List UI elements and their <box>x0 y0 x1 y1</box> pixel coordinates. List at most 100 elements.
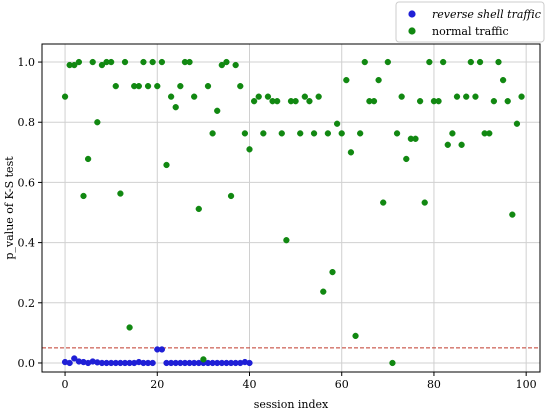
point-normal <box>440 58 447 66</box>
point-normal <box>61 93 69 100</box>
point-normal <box>98 61 106 69</box>
plot-frame <box>41 43 541 373</box>
point-normal <box>389 359 396 367</box>
point-normal <box>140 58 147 66</box>
point-normal <box>186 58 193 66</box>
point-normal <box>80 192 87 200</box>
point-normal <box>333 120 341 127</box>
point-normal <box>504 98 511 105</box>
point-normal <box>214 107 221 114</box>
point-normal <box>71 61 78 69</box>
y-tick-label: 0.0 <box>18 357 36 370</box>
point-normal <box>421 199 428 206</box>
x-tick-label: 20 <box>150 378 164 391</box>
x-tick-label: 100 <box>516 378 537 391</box>
point-normal <box>223 58 230 66</box>
point-reverse-shell <box>66 359 73 367</box>
legend-label-normal: normal traffic <box>432 25 509 38</box>
legend-label-reverse-shell: reverse shell traffic <box>432 8 541 21</box>
point-normal <box>232 61 239 69</box>
x-tick-label: 60 <box>335 378 349 391</box>
point-normal <box>75 58 83 66</box>
point-normal <box>435 98 442 105</box>
point-normal <box>315 93 322 100</box>
point-normal <box>264 93 272 100</box>
legend-marker-reverse-shell <box>408 10 416 18</box>
point-normal <box>241 130 249 137</box>
point-normal <box>195 205 202 213</box>
point-normal <box>495 58 502 66</box>
point-normal <box>167 93 175 100</box>
point-normal <box>338 130 345 137</box>
point-reverse-shell <box>149 359 156 367</box>
point-normal <box>375 76 382 84</box>
legend: reverse shell traffic normal traffic <box>395 1 545 43</box>
point-normal <box>384 58 391 66</box>
point-normal <box>518 93 525 100</box>
legend-marker-normal <box>408 27 416 35</box>
point-reverse-shell <box>71 355 78 362</box>
point-reverse-shell <box>246 359 253 367</box>
point-normal <box>158 58 166 66</box>
point-normal <box>467 58 474 66</box>
y-tick-label: 0.4 <box>18 237 36 250</box>
point-normal <box>260 130 267 137</box>
y-axis-title: p_value of K-S test <box>3 156 16 260</box>
point-normal <box>357 130 364 137</box>
point-normal <box>149 58 156 66</box>
point-normal <box>117 190 124 197</box>
point-normal <box>347 149 355 156</box>
point-normal <box>486 130 493 137</box>
point-normal <box>274 98 281 105</box>
y-tick-label: 0.8 <box>18 116 36 129</box>
point-normal <box>163 161 170 169</box>
point-reverse-shell <box>158 346 166 353</box>
point-normal <box>499 76 507 84</box>
point-normal <box>476 58 484 66</box>
point-normal <box>393 130 401 137</box>
point-normal <box>94 119 101 126</box>
point-normal <box>324 130 332 137</box>
point-normal <box>121 58 129 66</box>
point-normal <box>458 141 465 148</box>
point-normal <box>135 82 142 90</box>
point-normal <box>513 120 521 127</box>
point-normal <box>444 141 451 148</box>
point-normal <box>144 82 152 90</box>
point-normal <box>380 199 387 206</box>
grid-lines <box>42 44 540 372</box>
x-tick-label: 0 <box>62 378 69 391</box>
point-normal <box>255 93 262 100</box>
point-normal <box>209 130 216 137</box>
point-normal <box>301 93 308 100</box>
point-normal <box>398 93 405 100</box>
point-normal <box>370 98 378 105</box>
point-normal <box>191 93 198 100</box>
point-normal <box>352 332 359 340</box>
point-normal <box>449 130 456 137</box>
point-normal <box>237 82 244 90</box>
x-tick-label: 80 <box>427 378 441 391</box>
point-normal <box>250 98 258 105</box>
point-normal <box>108 58 115 66</box>
point-normal <box>126 324 133 331</box>
point-normal <box>509 211 516 218</box>
point-normal <box>278 130 285 137</box>
point-normal <box>463 93 470 100</box>
point-normal <box>246 146 253 153</box>
point-normal <box>426 58 433 66</box>
point-normal <box>306 98 313 105</box>
point-normal <box>343 76 350 84</box>
x-tick-label: 40 <box>243 378 257 391</box>
point-normal <box>84 155 92 163</box>
point-normal <box>200 356 207 363</box>
y-tick-label: 1.0 <box>18 56 36 69</box>
x-axis-title: session index <box>254 398 329 411</box>
point-normal <box>416 98 424 105</box>
point-normal <box>218 61 225 69</box>
point-normal <box>472 93 479 100</box>
point-normal <box>310 130 318 137</box>
